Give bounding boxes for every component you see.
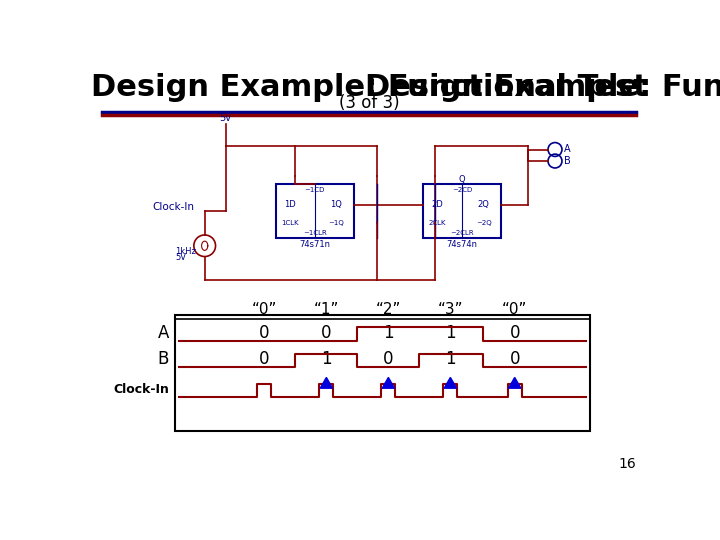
Text: “0”: “0” <box>502 302 527 317</box>
Polygon shape <box>320 377 333 388</box>
Text: Design Example: Functional Test: Design Example: Functional Test <box>91 73 647 103</box>
Text: 0: 0 <box>510 324 520 342</box>
Text: 1Q: 1Q <box>330 200 343 209</box>
Text: 0: 0 <box>259 324 269 342</box>
Text: A: A <box>564 145 571 154</box>
Text: A: A <box>158 324 169 342</box>
Text: 1: 1 <box>383 324 394 342</box>
Text: Clock-In: Clock-In <box>153 202 194 212</box>
Text: 74s71n: 74s71n <box>300 240 330 249</box>
Bar <box>175 315 590 430</box>
Text: 0: 0 <box>510 350 520 368</box>
Text: ~1Q: ~1Q <box>328 220 344 226</box>
Text: 5v: 5v <box>220 112 232 123</box>
Text: 0: 0 <box>383 350 394 368</box>
Text: 16: 16 <box>618 457 636 471</box>
Polygon shape <box>444 377 456 388</box>
Text: “2”: “2” <box>376 302 401 317</box>
Text: 2CLK: 2CLK <box>428 220 446 226</box>
Text: 2D: 2D <box>431 200 443 209</box>
Text: 74s74n: 74s74n <box>446 240 477 249</box>
Text: 0: 0 <box>259 350 269 368</box>
Text: 1: 1 <box>445 324 456 342</box>
Text: ~1CD: ~1CD <box>305 187 325 193</box>
Text: “0”: “0” <box>252 302 277 317</box>
Text: Design Example: Functional Test: Design Example: Functional Test <box>365 73 720 103</box>
Text: 0: 0 <box>321 324 332 342</box>
Text: Q: Q <box>459 175 465 184</box>
Bar <box>423 184 500 238</box>
Text: (3 of 3): (3 of 3) <box>338 94 400 112</box>
Bar <box>276 184 354 238</box>
Text: 1CLK: 1CLK <box>281 220 299 226</box>
Text: ~2Q: ~2Q <box>476 220 492 226</box>
Text: ~2CD: ~2CD <box>452 187 472 193</box>
Text: 2Q: 2Q <box>478 200 490 209</box>
Text: ~1CLR: ~1CLR <box>303 231 327 237</box>
Polygon shape <box>382 377 395 388</box>
Text: B: B <box>564 156 571 166</box>
Text: 1: 1 <box>321 350 332 368</box>
Polygon shape <box>508 377 521 388</box>
Text: ~2CLR: ~2CLR <box>450 231 474 237</box>
Text: B: B <box>158 350 169 368</box>
Text: 5V: 5V <box>175 253 186 262</box>
Text: 1kHz: 1kHz <box>175 247 196 255</box>
Text: 1: 1 <box>445 350 456 368</box>
Text: 1D: 1D <box>284 200 296 209</box>
Text: “1”: “1” <box>314 302 339 317</box>
Text: “3”: “3” <box>438 302 463 317</box>
Text: Clock-In: Clock-In <box>113 383 169 396</box>
